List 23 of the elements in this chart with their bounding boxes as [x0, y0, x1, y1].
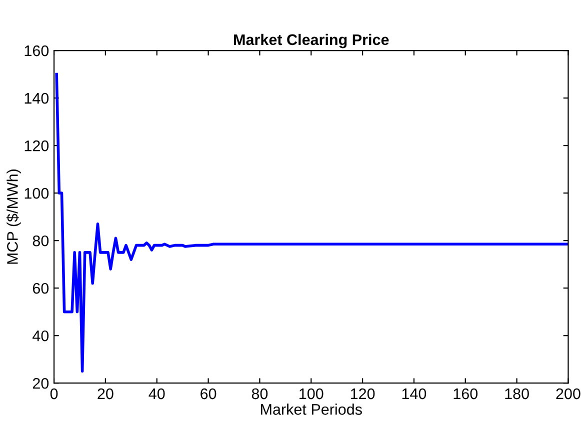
x-axis-title: Market Periods [261, 404, 362, 415]
line-series [55, 72, 568, 373]
y-tick-label: 100 [24, 188, 49, 199]
x-tick-label: 20 [98, 388, 114, 400]
x-tick-label: 40 [148, 388, 165, 400]
x-tick-label: 100 [300, 388, 324, 400]
x-tick-label: 60 [200, 388, 216, 400]
x-tick-label: 80 [252, 388, 268, 400]
x-tick-label: 180 [505, 388, 529, 400]
y-tick-label: 60 [32, 282, 49, 294]
x-tick-label: 120 [350, 388, 375, 400]
x-tick-label: 140 [402, 388, 426, 400]
y-tick-label: 120 [24, 140, 49, 152]
y-tick-label: 160 [24, 45, 49, 56]
x-tick-label: 200 [556, 388, 580, 400]
y-axis-title: MCP ($/MWh) [6, 170, 21, 264]
chart-title: Market Clearing Price [234, 34, 389, 48]
y-tick-label: 40 [32, 330, 49, 342]
x-tick-label: 0 [50, 388, 58, 400]
x-tick-label: 160 [454, 388, 478, 400]
y-tick-label: 20 [32, 378, 49, 389]
y-tick-label: 140 [24, 92, 49, 104]
y-tick-label: 80 [32, 235, 49, 246]
